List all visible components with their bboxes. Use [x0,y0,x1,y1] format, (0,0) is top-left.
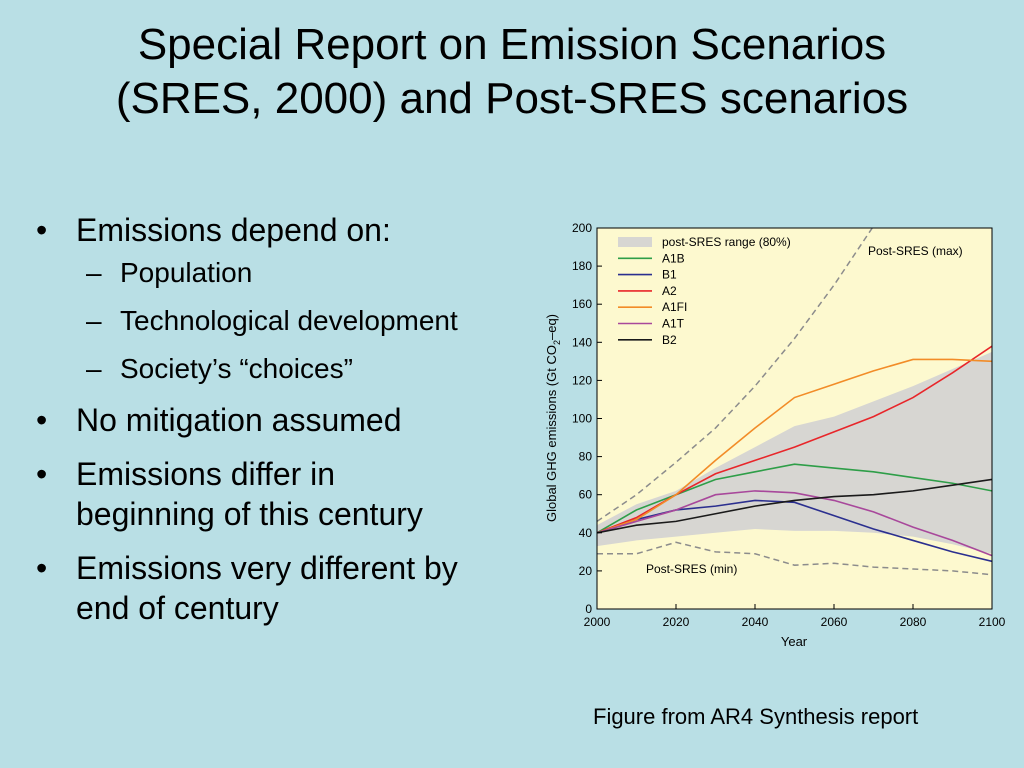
sub-bullet-text: Society’s “choices” [120,353,353,384]
y-tick-label: 0 [585,602,592,616]
y-tick-label: 60 [579,488,593,502]
x-tick-label: 2020 [663,615,690,629]
series-line-a1b [597,463,992,534]
post-sres-min-label: Post-SRES (min) [646,562,737,576]
bullet-text-line-1: Emissions differ in [76,456,336,492]
series-line-b2 [597,478,992,534]
dash-marker: – [86,305,102,336]
legend-label-a2: A2 [662,284,677,298]
legend-label-a1fi: A1FI [662,300,687,314]
y-tick-label: 100 [572,412,592,426]
plot-layer [597,228,992,576]
bullet-no-mitigation: • No mitigation assumed [36,400,556,440]
bullet-text-line-2: beginning of this century [76,496,423,532]
x-tick-label: 2060 [821,615,848,629]
sub-bullet-list: – Population – Technological development… [76,256,556,386]
post-sres-max-label: Post-SRES (max) [868,244,963,258]
bullet-different-end: • Emissions very different by end of cen… [36,548,556,628]
axis-layer: 2000 2020 2040 2060 2080 21000204060801001201… [572,221,1006,629]
y-tick-label: 40 [579,526,593,540]
y-tick-label: 120 [572,373,592,387]
annotation-layer: Post-SRES (max) Post-SRES (min) [646,244,963,576]
y-tick-label: 180 [572,259,592,273]
y-axis-label: Global GHG emissions (Gt CO2–eq) [544,314,562,522]
legend-swatch-band [618,237,652,247]
legend-label-b2: B2 [662,333,677,347]
sub-bullet-text: Technological development [120,305,458,336]
post-sres-max-line [597,228,874,522]
y-tick-label: 20 [579,564,593,578]
figure-caption: Figure from AR4 Synthesis report [593,704,919,729]
bullet-text: No mitigation assumed [76,402,402,438]
title-line-2: (SRES, 2000) and Post-SRES scenarios [115,74,909,123]
legend-label-a1t: A1T [662,317,685,331]
slide-title: Special Report on Emission Scenarios (SR… [0,18,1024,126]
y-tick-label: 160 [572,297,592,311]
sub-bullet-society: – Society’s “choices” [76,352,556,386]
sub-bullet-technology: – Technological development [76,304,556,338]
x-tick-label: 2040 [742,615,769,629]
x-tick-label: 2100 [979,615,1006,629]
legend-label-band: post-SRES range (80%) [662,235,791,249]
y-tick-label: 140 [572,335,592,349]
dash-marker: – [86,353,102,384]
x-tick-label: 2080 [900,615,927,629]
bullet-marker: • [36,212,48,248]
x-tick-label: 2000 [584,615,611,629]
bullet-marker: • [36,456,48,492]
bullet-text-line-1: Emissions very different by [76,550,458,586]
y-tick-label: 200 [572,221,592,235]
legend-label-b1: B1 [662,268,677,282]
bullet-list: • Emissions depend on: – Population – Te… [36,210,556,642]
emissions-chart: 2000 2020 2040 2060 2080 21000204060801001201… [544,221,1006,649]
bullet-differ-beginning: • Emissions differ in beginning of this … [36,454,556,534]
bullet-text-line-2: end of century [76,590,279,626]
dash-marker: – [86,257,102,288]
legend: post-SRES range (80%) A1B B1 A2 A1FI A1T B2 [618,235,791,347]
series-line-a1t [597,490,992,557]
bullet-marker: • [36,550,48,586]
title-line-1: Special Report on Emission Scenarios [137,20,887,69]
y-tick-label: 80 [579,450,593,464]
x-axis-label: Year [781,634,808,649]
legend-label-a1b: A1B [662,251,685,265]
bullet-emissions-depend: • Emissions depend on: – Population – Te… [36,210,556,386]
bullet-marker: • [36,402,48,438]
sub-bullet-text: Population [120,257,253,288]
post-sres-range-band [597,351,992,554]
series-line-a1fi [597,358,992,534]
post-sres-min-line [597,541,992,576]
sub-bullet-population: – Population [76,256,556,290]
bullet-text: Emissions depend on: [76,212,391,248]
